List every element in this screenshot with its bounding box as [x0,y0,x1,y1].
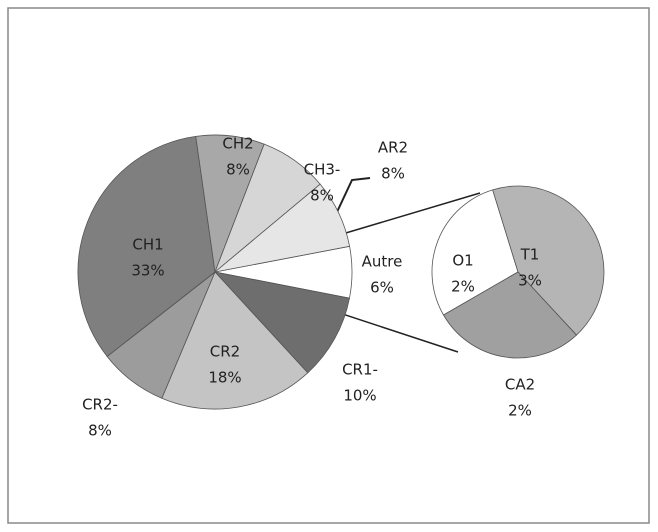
pie-slice [431,189,519,316]
slice-label: CR2- [82,396,118,414]
slice-label: T1 [520,246,540,264]
slice-label: CR2 [210,343,240,361]
slice-value-label: 2% [508,402,532,420]
slice-label: CA2 [505,376,535,394]
pie-slice [77,135,216,358]
slice-label: O1 [452,252,473,270]
slice-label: CH1 [132,236,163,254]
slice-label: CH3- [304,161,341,179]
slice-value-label: 10% [343,387,376,405]
pie-slice [213,183,351,273]
pie-slice [161,271,309,410]
slice-label: AR2 [378,139,408,157]
slice-value-label: 6% [370,279,394,297]
slice-label: CH2 [222,135,253,153]
pie-slice [213,271,350,374]
slice-value-label: 8% [88,422,112,440]
leader-line [336,177,371,213]
slice-label: Autre [362,253,403,271]
slice-value-label: 18% [208,369,241,387]
slice-value-label: 8% [310,187,334,205]
slice-value-label: 2% [451,278,475,296]
slice-value-label: 8% [381,165,405,183]
slice-value-label: 33% [131,262,164,280]
slice-value-label: 8% [226,161,250,179]
pie-slice [442,271,578,359]
slice-value-label: 3% [518,272,542,290]
pie-slice [492,185,605,336]
slice-label: CR1- [342,361,378,379]
